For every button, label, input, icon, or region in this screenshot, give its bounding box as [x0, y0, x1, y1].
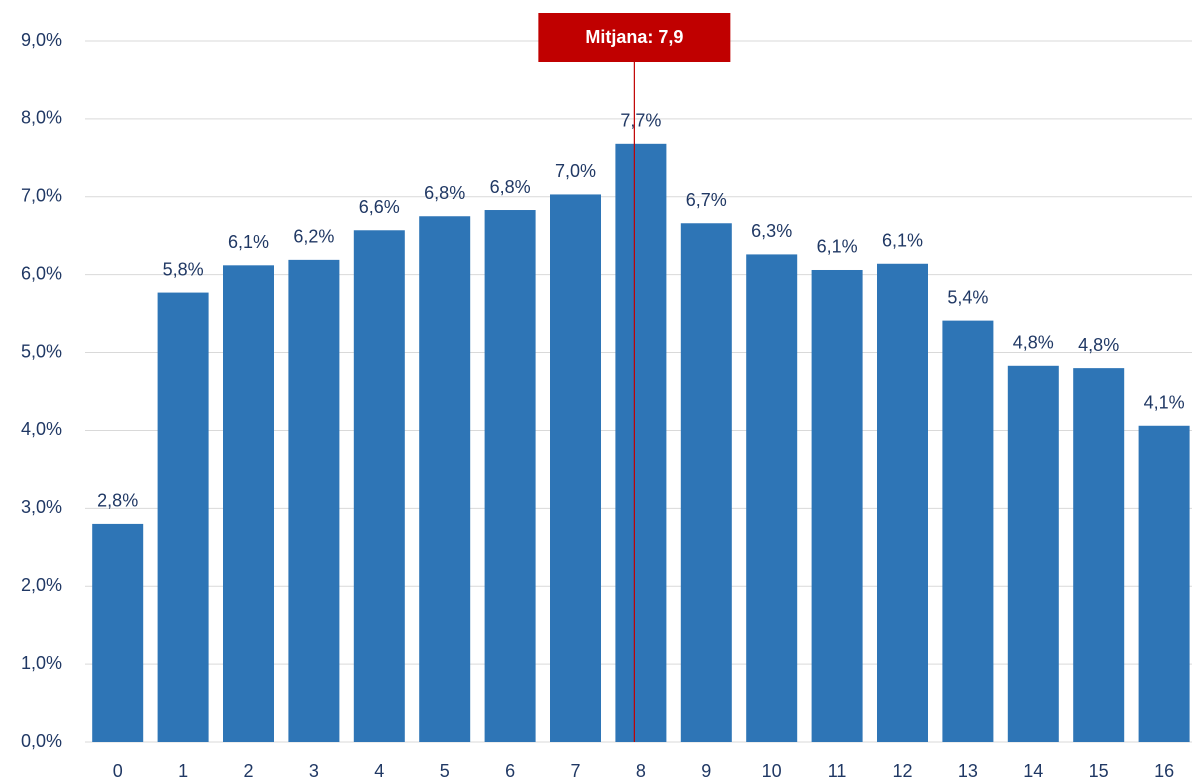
bar	[92, 523, 144, 742]
y-tick-label: 7,0%	[21, 186, 62, 206]
x-tick-label: 2	[243, 761, 253, 781]
bar	[550, 194, 601, 743]
x-tick-label: 4	[374, 761, 384, 781]
x-tick-label: 8	[636, 761, 646, 781]
bar	[615, 143, 667, 742]
x-tick-label: 7	[570, 761, 580, 781]
data-label: 5,8%	[163, 259, 204, 279]
data-label: 6,1%	[228, 232, 269, 252]
data-label: 6,6%	[359, 197, 400, 217]
data-label: 4,1%	[1144, 393, 1185, 413]
bar	[353, 230, 405, 742]
data-label: 6,7%	[686, 190, 727, 210]
bar	[680, 223, 732, 742]
y-tick-label: 0,0%	[21, 731, 62, 751]
bar	[484, 210, 536, 742]
x-tick-label: 14	[1023, 761, 1043, 781]
x-tick-label: 6	[505, 761, 515, 781]
data-label: 2,8%	[97, 491, 138, 511]
mean-box	[538, 13, 731, 62]
data-label: 4,8%	[1013, 333, 1054, 353]
data-label: 7,7%	[620, 111, 661, 131]
bar	[877, 263, 928, 742]
x-tick-label: 5	[440, 761, 450, 781]
data-label: 6,2%	[293, 227, 334, 247]
y-tick-label: 4,0%	[21, 419, 62, 439]
data-label: 6,8%	[490, 177, 531, 197]
mean-label: Mitjana: 7,9	[585, 27, 683, 47]
data-label: 6,1%	[882, 231, 923, 251]
bar	[746, 254, 798, 742]
x-tick-label: 13	[958, 761, 978, 781]
x-tick-label: 12	[892, 761, 912, 781]
x-tick-label: 11	[828, 761, 847, 781]
x-tick-label: 3	[309, 761, 319, 781]
bar	[1073, 368, 1125, 742]
y-tick-label: 2,0%	[21, 575, 62, 595]
y-tick-label: 3,0%	[21, 497, 62, 517]
bar	[223, 265, 274, 742]
data-label: 6,8%	[424, 183, 465, 203]
x-tick-label: 0	[113, 761, 123, 781]
x-tick-label: 10	[762, 761, 782, 781]
bar	[942, 320, 994, 742]
bar	[157, 292, 209, 742]
bar	[1007, 365, 1059, 742]
bar	[1138, 425, 1190, 742]
y-tick-label: 6,0%	[21, 263, 62, 283]
y-tick-label: 9,0%	[21, 30, 62, 50]
bar	[811, 269, 863, 742]
data-label: 6,3%	[751, 221, 792, 241]
data-label: 4,8%	[1078, 335, 1119, 355]
x-tick-label: 9	[701, 761, 711, 781]
y-tick-label: 8,0%	[21, 108, 62, 128]
bar	[288, 259, 340, 742]
x-tick-label: 15	[1089, 761, 1109, 781]
data-label: 6,1%	[817, 237, 858, 257]
x-tick-label: 16	[1154, 761, 1174, 781]
bar	[419, 216, 471, 742]
x-tick-label: 1	[178, 761, 188, 781]
y-tick-label: 1,0%	[21, 653, 62, 673]
data-label: 7,0%	[555, 161, 596, 181]
y-tick-label: 5,0%	[21, 341, 62, 361]
data-label: 5,4%	[947, 287, 988, 307]
